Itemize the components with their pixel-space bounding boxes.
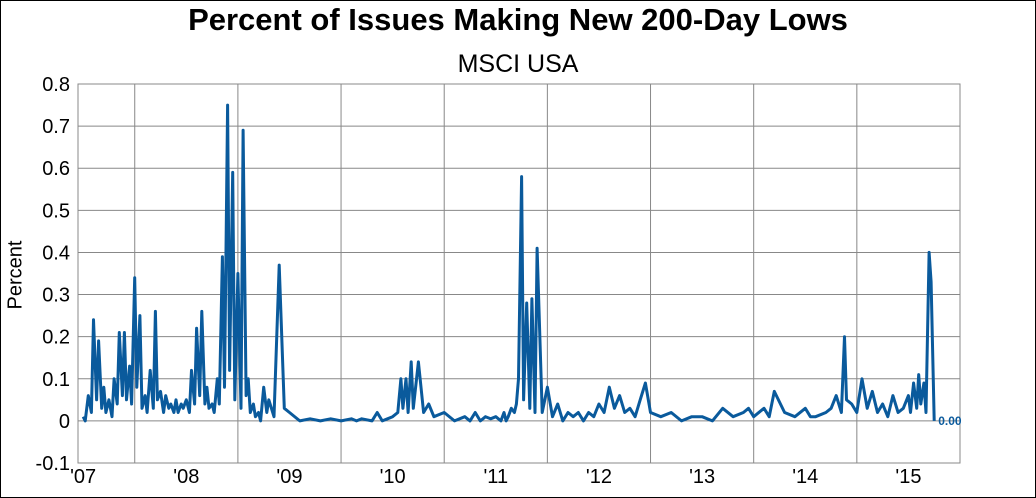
series-group: 0.00: [81, 103, 962, 428]
chart-subtitle: MSCI USA: [457, 50, 579, 78]
y-tick-label: 0.2: [42, 327, 70, 349]
chart-title: Percent of Issues Making New 200-Day Low…: [188, 2, 848, 37]
y-tick-label: 0.8: [42, 74, 70, 96]
y-axis-ticks: -0.1 0 0.1 0.2 0.3 0.4 0.5 0.6 0.7 0.8: [36, 74, 70, 475]
x-tick-label: '13: [689, 466, 715, 488]
y-tick-label: 0.5: [42, 200, 70, 222]
y-tick-label: 0.1: [42, 369, 70, 391]
x-tick-label: '07: [70, 466, 96, 488]
x-tick-label: '09: [276, 466, 302, 488]
x-tick-label: '08: [173, 466, 199, 488]
y-tick-label: 0.6: [42, 158, 70, 180]
x-axis-ticks: '07 '08 '09 '10 '11 '12 '13 '14 '15: [70, 466, 921, 488]
y-tick-label: 0.7: [42, 116, 70, 138]
x-tick-label: '14: [792, 466, 818, 488]
series-line: [81, 103, 936, 423]
x-tick-label: '11: [483, 466, 508, 488]
x-tick-label: '15: [895, 466, 921, 488]
x-tick-label: '10: [380, 466, 406, 488]
y-tick-label: 0.4: [42, 242, 70, 264]
y-tick-label: 0.3: [42, 285, 70, 307]
end-value-label: 0.00: [938, 414, 962, 428]
y-tick-label: 0: [59, 411, 70, 433]
y-tick-label: -0.1: [36, 453, 70, 475]
x-tick-label: '12: [586, 466, 612, 488]
